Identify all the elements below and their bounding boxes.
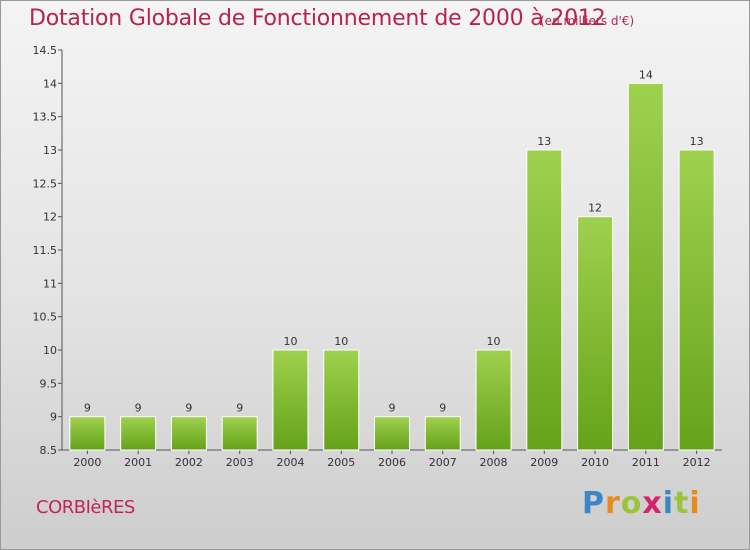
y-tick-label: 10.5 [33,311,58,324]
bar [627,82,664,451]
x-tick-label: 2007 [429,456,457,469]
x-tick-label: 2011 [632,456,660,469]
x-tick-label: 2009 [530,456,558,469]
bar [170,416,207,451]
bar [221,416,258,451]
bar-value-label: 10 [283,335,297,348]
chart-axes: 8.5 9 9.5 10 10.5 11 11.5 12 12.5 13 13.5 14 14.5 [33,44,722,457]
logo-letter: P [582,486,605,521]
bar-value-label: 9 [236,402,243,415]
commune-name: CORBIèRES [36,497,135,518]
bar-value-label: 14 [639,68,653,81]
bar [475,349,512,451]
bar-value-label: 9 [389,402,396,415]
x-tick-label: 2010 [581,456,609,469]
x-tick-label: 2006 [378,456,406,469]
labels-group: 9 2000 9 2001 9 2002 9 2003 10 2004 10 2005 9 2006 9 20… [73,68,710,469]
x-tick-label: 2000 [73,456,101,469]
bar-value-label: 10 [334,335,348,348]
y-tick-label: 13.5 [33,111,58,124]
bar [323,349,360,451]
chart-title: Dotation Globale de Fonctionnement de 20… [29,6,606,31]
y-tick-label: 14 [43,77,57,90]
y-tick-label: 10 [43,344,57,357]
y-tick-label: 13 [43,144,57,157]
proxiti-logo: Proxiti [582,486,701,521]
x-tick-label: 2005 [327,456,355,469]
y-tick-label: 12.5 [33,177,58,190]
y-tick-label: 9.5 [40,377,58,390]
y-tick-label: 11.5 [33,244,58,257]
x-tick-label: 2012 [683,456,711,469]
bar-value-label: 12 [588,202,602,215]
x-tick-label: 2008 [480,456,508,469]
chart-subtitle: (en milliers d'€) [540,14,635,28]
bar-value-label: 9 [84,402,91,415]
bar-value-label: 13 [537,135,551,148]
bars-group [69,82,715,451]
bar [678,149,715,451]
bar [526,149,563,451]
logo-letter: x [642,486,663,521]
bar [374,416,410,451]
x-tick-label: 2001 [124,456,152,469]
logo-letter: t [674,486,690,521]
bar [577,216,614,451]
bar-value-label: 9 [185,402,192,415]
bar [424,416,461,451]
y-tick-label: 11 [43,277,57,290]
bar [272,349,309,451]
y-tick-label: 9 [50,411,57,424]
logo-letter: r [605,486,621,521]
bar-value-label: 13 [690,135,704,148]
bar-value-label: 9 [439,402,446,415]
bar-value-label: 9 [135,402,142,415]
y-tick-label: 14.5 [33,44,58,57]
bar [120,416,157,451]
logo-letter: o [620,486,643,521]
x-tick-label: 2002 [175,456,203,469]
logo-letter: i [689,486,701,521]
y-tick-label: 12 [43,211,57,224]
logo-letter: i [662,486,675,521]
x-tick-label: 2003 [226,456,254,469]
bar [69,416,106,451]
x-tick-label: 2004 [276,456,304,469]
y-tick-label: 8.5 [40,444,58,457]
bar-value-label: 10 [487,335,501,348]
